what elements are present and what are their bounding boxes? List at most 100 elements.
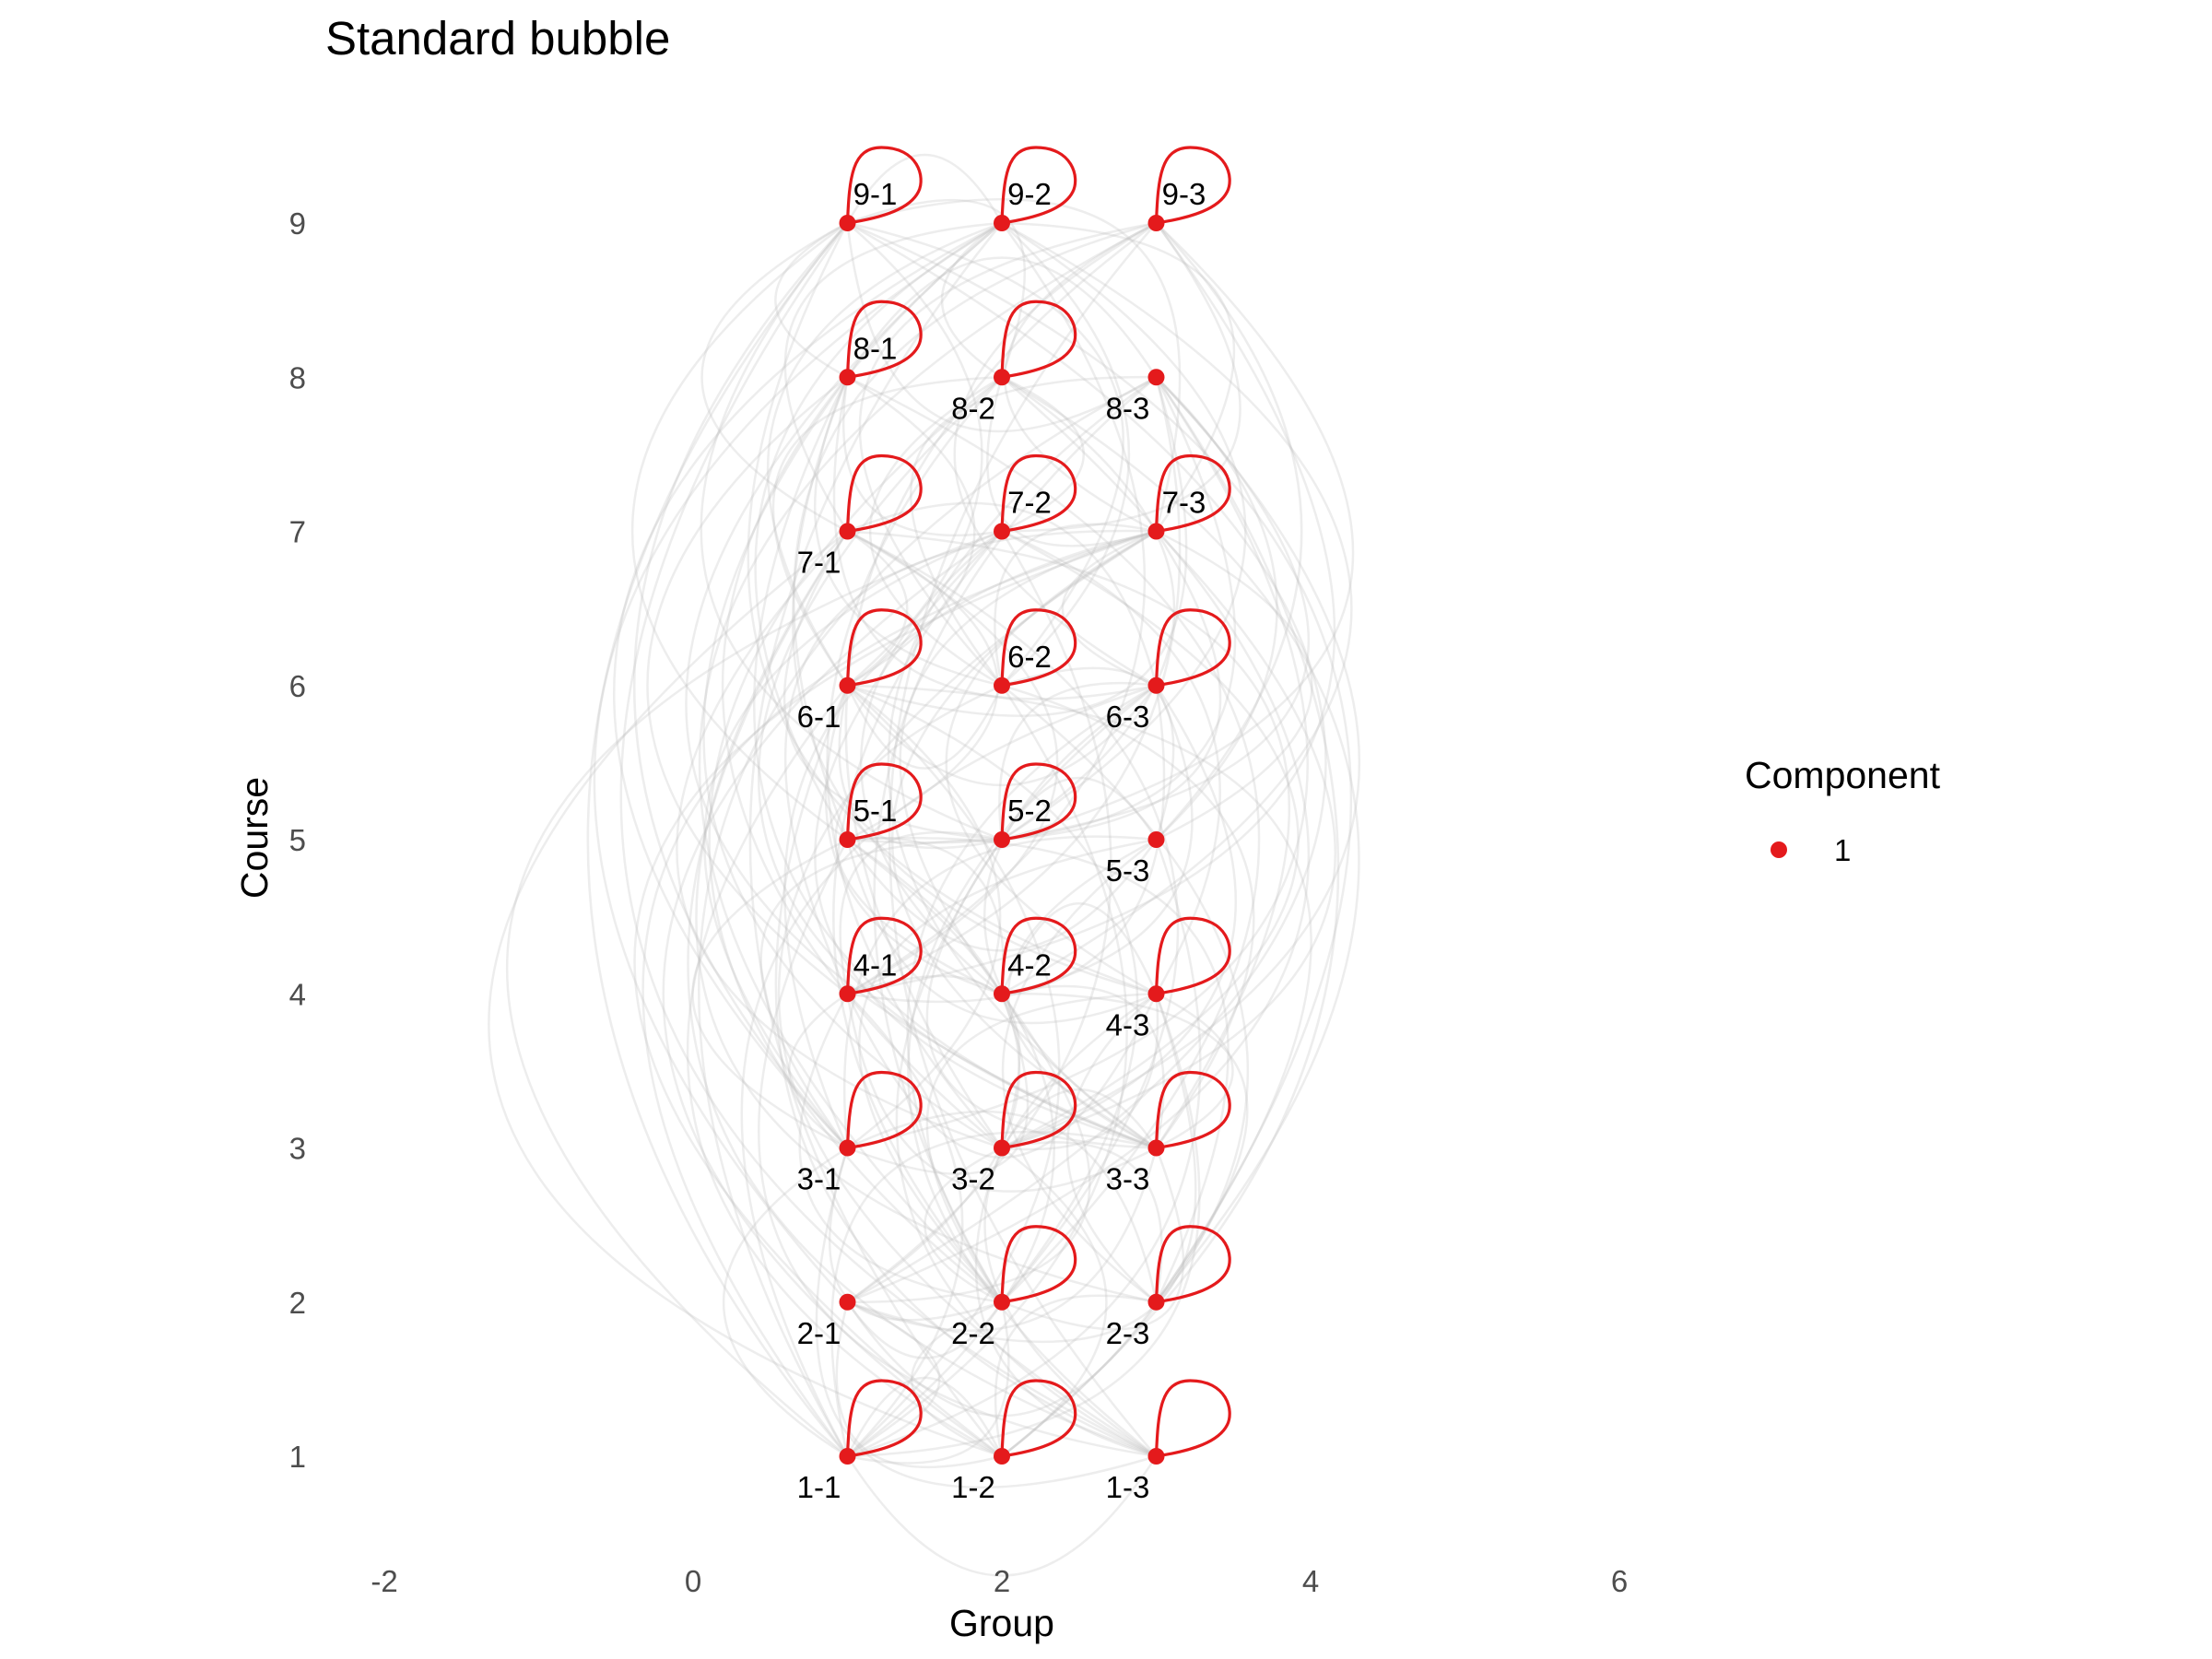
edge (846, 838, 1055, 1458)
edge (847, 993, 1030, 1175)
node-3-1 (839, 1139, 856, 1157)
x-tick-label: 4 (1302, 1564, 1319, 1598)
edge (774, 221, 849, 379)
edge (505, 530, 1003, 1457)
edge (890, 530, 1158, 1149)
edge (940, 221, 1003, 379)
edge (911, 1300, 1003, 1458)
edge (791, 376, 1157, 995)
node-2-3 (1147, 1293, 1165, 1311)
node-7-1 (839, 523, 856, 540)
edge (846, 530, 1180, 1303)
edge (1001, 684, 1255, 1149)
edge (847, 684, 1312, 1303)
edge (846, 1455, 1158, 1577)
edge (662, 530, 1003, 1458)
edge (1001, 221, 1247, 841)
y-tick-label: 8 (289, 360, 306, 394)
edge (873, 376, 1158, 1303)
edge (798, 993, 1003, 1303)
y-tick-label: 7 (289, 515, 306, 549)
node-label-3-1: 3-1 (797, 1162, 841, 1196)
edge (847, 837, 1005, 994)
edge (860, 530, 1003, 995)
edge (1000, 1088, 1158, 1149)
node-label-2-3: 2-3 (1106, 1316, 1150, 1350)
edge (633, 530, 1157, 1457)
edge (783, 221, 1003, 533)
node-9-2 (994, 215, 1010, 231)
edge (774, 685, 1157, 1458)
node-8-3 (1147, 369, 1165, 386)
edge (721, 222, 1003, 1149)
self-loop-6-3 (1154, 608, 1231, 688)
node-6-2 (994, 677, 1010, 694)
self-loop-4-2 (1000, 916, 1077, 996)
node-3-3 (1147, 1139, 1165, 1157)
edge (846, 1376, 1004, 1457)
edge (685, 222, 1157, 1149)
nodes-layer (839, 215, 1165, 1465)
edge (815, 1147, 1157, 1489)
node-4-1 (839, 985, 856, 1003)
y-axis-ticks: 1 2 3 4 5 6 7 8 9 (289, 206, 306, 1474)
node-8-2 (994, 369, 1010, 386)
node-label-7-2: 7-2 (1007, 486, 1052, 520)
edge (771, 376, 1003, 687)
edge (1001, 376, 1086, 533)
edge (847, 376, 1188, 717)
y-tick-label: 6 (289, 669, 306, 703)
edge (1001, 992, 1249, 1303)
edge (1001, 1147, 1108, 1458)
self-loop-7-3 (1154, 453, 1231, 534)
edge (1001, 376, 1176, 841)
node-label-9-3: 9-3 (1162, 177, 1206, 211)
edge (846, 154, 1004, 224)
edge (847, 1147, 1158, 1332)
y-tick-label: 2 (289, 1286, 306, 1320)
edge (1061, 530, 1157, 687)
edge (1001, 530, 1222, 841)
edge (983, 993, 1158, 1458)
node-label-7-1: 7-1 (797, 546, 841, 580)
edge (846, 993, 964, 1457)
x-axis-ticks: -2 0 2 4 6 (371, 1564, 1628, 1598)
edge (1001, 222, 1131, 687)
edge (899, 530, 1157, 995)
edge (925, 839, 1157, 1149)
edge (846, 221, 1327, 1303)
edge (1001, 376, 1360, 1149)
node-labels-layer: 1-1 1-2 1-3 2-1 2-2 2-3 3-1 3-2 3-3 4-1 4-2 4-3 5-1 5… (797, 177, 1206, 1504)
edge (945, 530, 1158, 995)
edge (843, 835, 1157, 1148)
edge (847, 376, 1309, 1149)
edge (887, 376, 1158, 1149)
edge (907, 684, 1158, 1457)
edge (847, 1300, 941, 1458)
edge (747, 222, 1157, 995)
node-label-7-3: 7-3 (1162, 486, 1206, 520)
edge (846, 530, 1059, 995)
node-1-3 (1147, 1448, 1165, 1465)
edge (740, 684, 1157, 1457)
edge (842, 377, 1003, 537)
edge (703, 530, 1003, 1149)
edge (1001, 221, 1235, 533)
edge (847, 221, 1353, 1303)
edge (753, 376, 1157, 1149)
edge (1001, 376, 1360, 1303)
edge (846, 685, 1004, 770)
self-loop-7-1 (845, 453, 923, 534)
edge (846, 684, 1061, 1457)
edge (788, 993, 849, 1149)
node-label-5-1: 5-1 (853, 794, 898, 828)
node-label-6-2: 6-2 (1007, 640, 1052, 674)
edge (1001, 530, 1300, 1149)
self-loop-5-1 (845, 762, 923, 841)
edge (700, 221, 849, 533)
edge (641, 530, 1157, 1457)
edge (846, 1301, 1158, 1418)
self-loop-2-3 (1154, 1225, 1231, 1304)
edge (847, 197, 1182, 532)
